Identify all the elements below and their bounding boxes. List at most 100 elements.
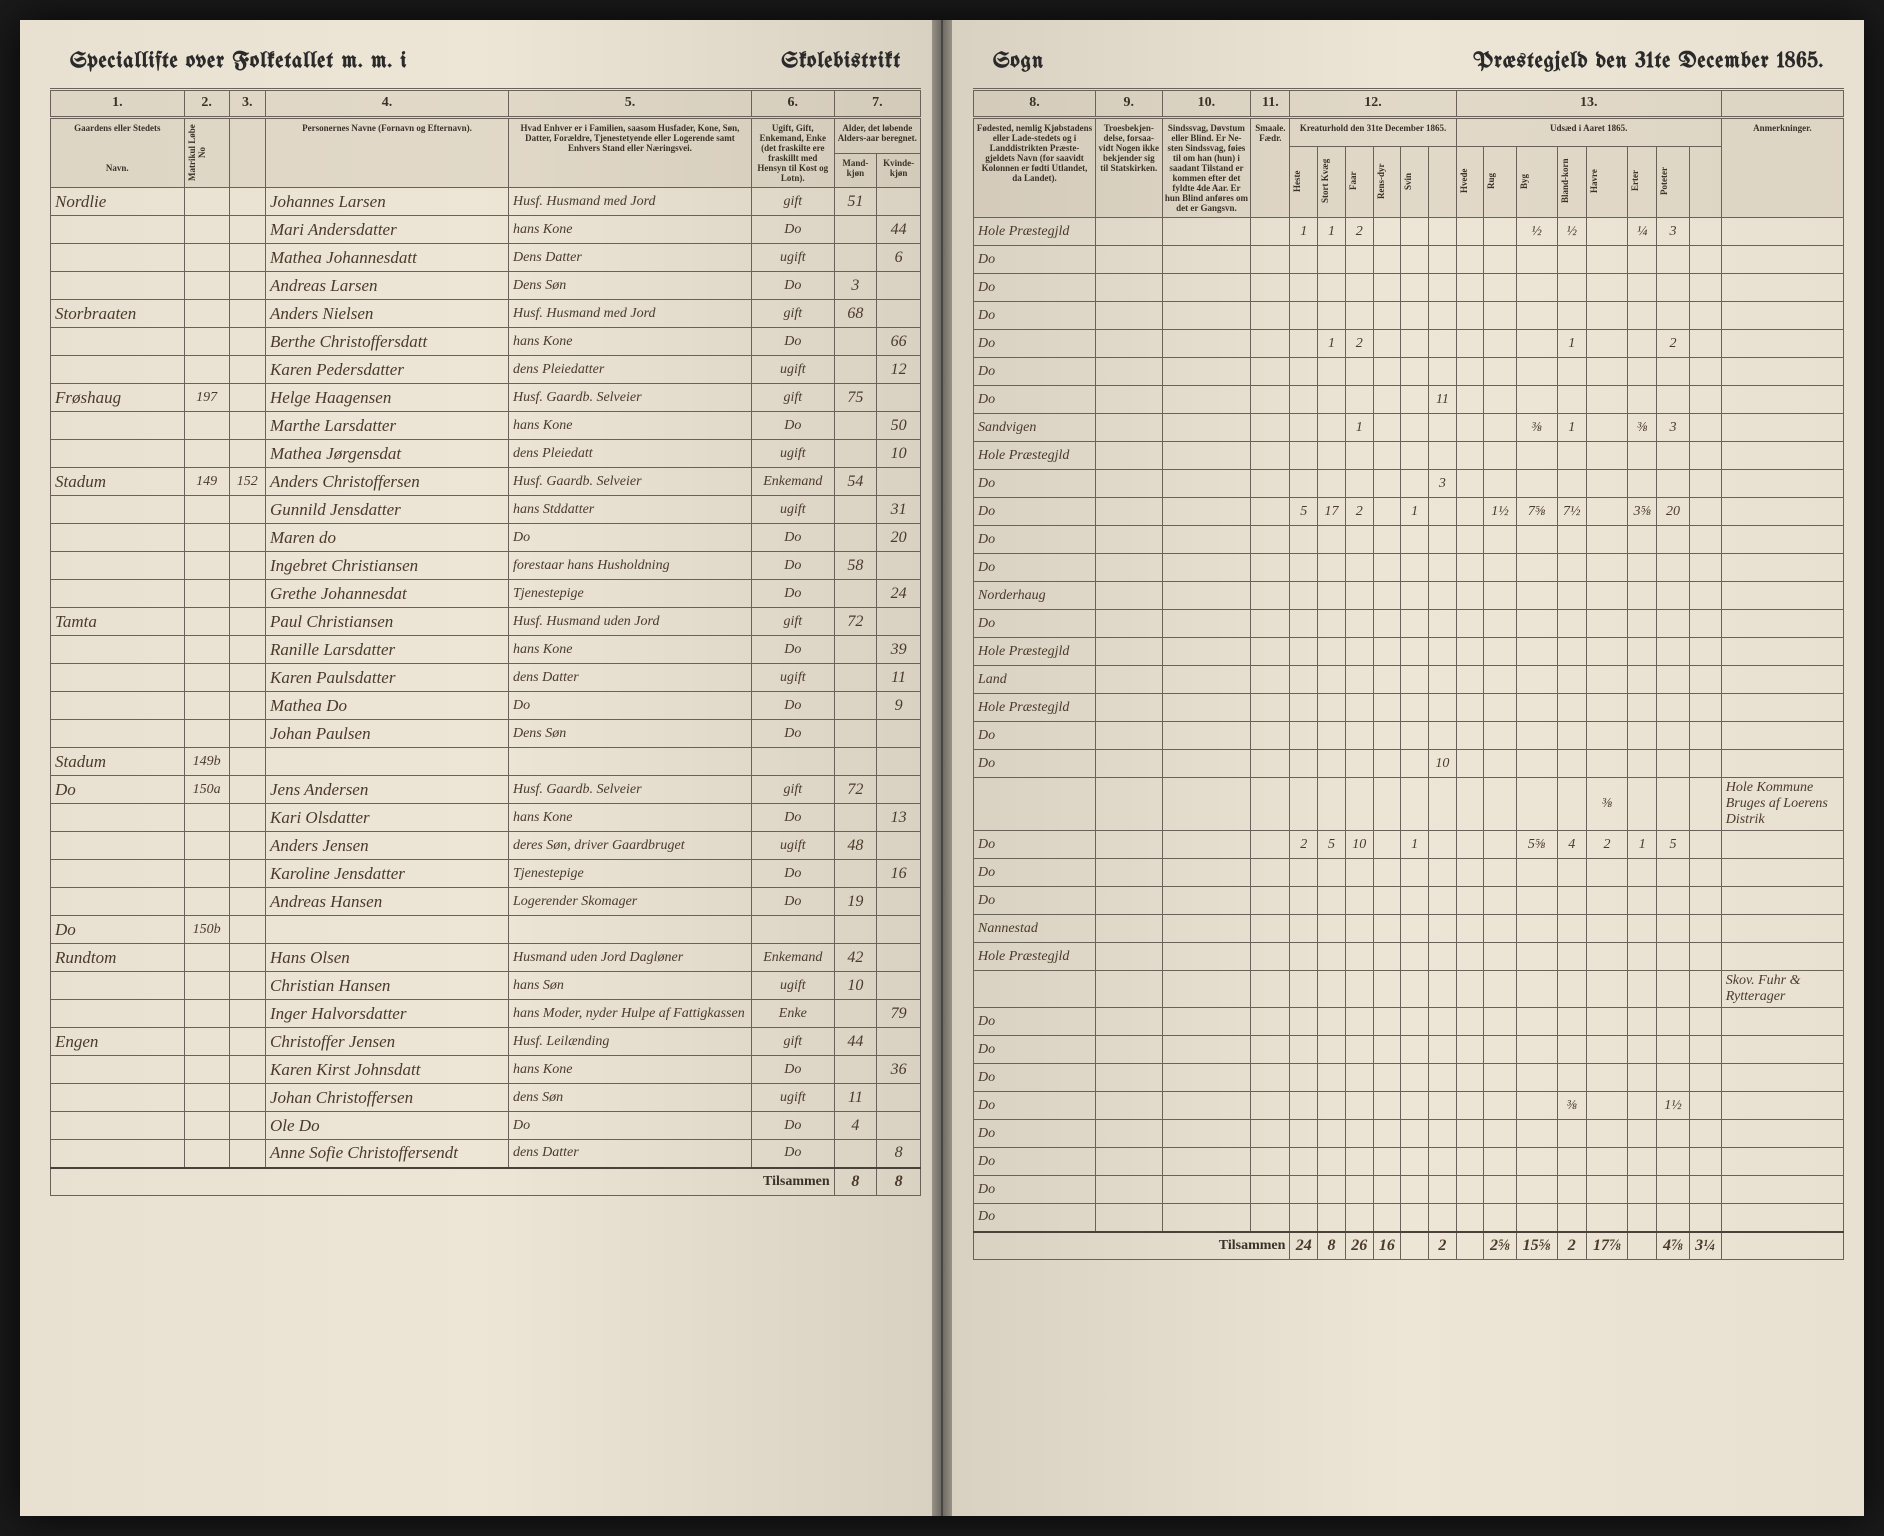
note [1721,358,1843,386]
c12-0 [1290,554,1318,582]
c13-1 [1484,1064,1516,1092]
sindssvag [1162,1008,1251,1036]
c13-3 [1557,638,1586,666]
status: gift [751,776,834,804]
note [1721,1036,1843,1064]
lobe [229,1000,265,1028]
table-row: Do [974,246,1844,274]
c12-3 [1373,246,1401,274]
c13-2: 5⅝ [1516,831,1557,859]
age-m [834,440,877,468]
c12-5 [1428,666,1456,694]
c12-1 [1318,246,1346,274]
c12-0 [1290,358,1318,386]
c12-0 [1290,666,1318,694]
matrikul [184,1000,229,1028]
age-m [834,1000,877,1028]
c13-1 [1484,943,1516,971]
sindssvag [1162,358,1251,386]
age-f [877,972,921,1000]
c12-3 [1373,218,1401,246]
c12-0 [1290,1120,1318,1148]
c12-0 [1290,943,1318,971]
table-row: Hole Præstegjld [974,694,1844,722]
birthplace: Hole Præstegjld [974,442,1096,470]
c12-3 [1373,274,1401,302]
c13-5 [1628,1120,1657,1148]
age-f [877,720,921,748]
c13-6: 20 [1657,498,1689,526]
age-f [877,188,921,216]
person-name: Anders Christoffersen [266,468,509,496]
c13-4 [1587,498,1628,526]
col-9: 9. [1096,90,1163,118]
person-name: Gunnild Jensdatter [266,496,509,524]
c12-4 [1401,1148,1429,1176]
birthplace: Do [974,1148,1096,1176]
c12-5 [1428,722,1456,750]
note [1721,414,1843,442]
troes [1096,386,1163,414]
smaale [1251,1120,1290,1148]
birthplace [974,971,1096,1008]
c13-6 [1657,1036,1689,1064]
relation: Logerender Skomager [508,888,751,916]
c13-3 [1557,1064,1586,1092]
lobe [229,916,265,944]
smaale [1251,246,1290,274]
c13-1 [1484,1092,1516,1120]
age-f [877,272,921,300]
birthplace: Do [974,859,1096,887]
matrikul [184,1084,229,1112]
sindssvag [1162,694,1251,722]
sindssvag [1162,1064,1251,1092]
c12-2 [1345,778,1373,831]
h-kvinde: Kvinde-kjøn [877,153,921,187]
matrikul: 150b [184,916,229,944]
relation: hans Kone [508,412,751,440]
h-matrikul: Matrikul Løbe No [184,118,229,188]
age-f: 39 [877,636,921,664]
lobe [229,188,265,216]
birthplace: Sandvigen [974,414,1096,442]
sum-label-left: Tilsammen [51,1168,835,1196]
sum-c13-4: 17⅞ [1587,1232,1628,1260]
c12-0 [1290,246,1318,274]
troes [1096,943,1163,971]
smaale [1251,414,1290,442]
c12-0 [1290,638,1318,666]
c12-2 [1345,582,1373,610]
person-name: Andreas Larsen [266,272,509,300]
age-f [877,944,921,972]
c13-0 [1456,971,1484,1008]
table-row: Mathea DoDoDo9 [51,692,921,720]
c12-3 [1373,831,1401,859]
relation: Do [508,692,751,720]
status: Do [751,860,834,888]
c13-2 [1516,638,1557,666]
c13-6 [1657,554,1689,582]
sindssvag [1162,778,1251,831]
c13-5 [1628,610,1657,638]
c12-4 [1401,750,1429,778]
lobe [229,972,265,1000]
age-m: 10 [834,972,877,1000]
c12-4 [1401,554,1429,582]
birthplace: Do [974,526,1096,554]
c12-1 [1318,943,1346,971]
h-personer: Personernes Navne (Fornavn og Efternavn)… [266,118,509,188]
status: gift [751,1028,834,1056]
table-row: Hole Præstegjld [974,442,1844,470]
c13-0 [1456,218,1484,246]
farm-name [51,356,185,384]
c12-5 [1428,582,1456,610]
note [1721,526,1843,554]
h13-sub-1: Rug [1484,146,1516,217]
col-11: 11. [1251,90,1290,118]
c13-6: 1½ [1657,1092,1689,1120]
c12-1 [1318,358,1346,386]
c13-4 [1587,971,1628,1008]
c12-1 [1318,666,1346,694]
table-row: Do [974,274,1844,302]
sindssvag [1162,887,1251,915]
